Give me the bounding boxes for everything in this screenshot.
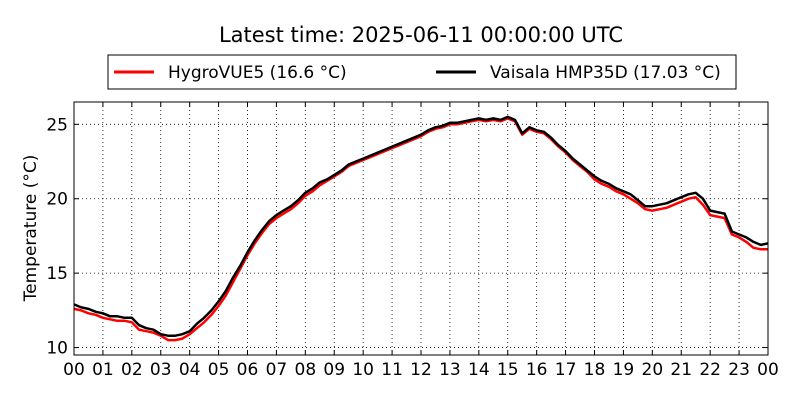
x-tick-label: 03 bbox=[150, 360, 172, 380]
x-tick-label: 00 bbox=[757, 360, 779, 380]
x-tick-label: 23 bbox=[728, 360, 750, 380]
x-tick-label: 09 bbox=[323, 360, 345, 380]
x-tick-label: 22 bbox=[699, 360, 721, 380]
x-tick-label: 10 bbox=[352, 360, 374, 380]
x-tick-label: 17 bbox=[555, 360, 577, 380]
ticks: 00 01 02 03 04 05 06 07 08 09 10 11 12 13 14 15 16 17 18 19… bbox=[46, 102, 779, 380]
x-tick-label: 12 bbox=[410, 360, 432, 380]
x-tick-label: 21 bbox=[670, 360, 692, 380]
x-tick-label: 16 bbox=[526, 360, 548, 380]
x-tick-label: 08 bbox=[295, 360, 317, 380]
y-tick-label: 20 bbox=[46, 190, 68, 210]
legend: HygroVUE5 (16.6 °C) Vaisala HMP35D (17.0… bbox=[107, 54, 737, 90]
series-line-hygrovue5 bbox=[73, 117, 768, 342]
x-tick-label: 01 bbox=[92, 360, 114, 380]
legend-label-hygrovue5: HygroVUE5 (16.6 °C) bbox=[168, 63, 347, 83]
x-tick-label: 15 bbox=[497, 360, 519, 380]
x-tick-label: 05 bbox=[208, 360, 230, 380]
x-tick-label: 11 bbox=[381, 360, 403, 380]
x-tick-label: 06 bbox=[237, 360, 259, 380]
x-tick-label: 18 bbox=[584, 360, 606, 380]
plot-frame bbox=[73, 101, 769, 356]
y-axis-label: Temperature (°C) bbox=[21, 155, 41, 303]
legend-label-vaisala: Vaisala HMP35D (17.03 °C) bbox=[490, 63, 721, 83]
x-tick-label: 19 bbox=[613, 360, 635, 380]
y-tick-label: 15 bbox=[46, 264, 68, 284]
x-tick-label: 04 bbox=[179, 360, 201, 380]
y-tick-label: 10 bbox=[46, 339, 68, 359]
series-layer bbox=[73, 115, 769, 342]
legend-box bbox=[107, 54, 737, 90]
x-tick-label: 00 bbox=[63, 360, 85, 380]
y-tick-label: 25 bbox=[46, 115, 68, 135]
x-tick-label: 13 bbox=[439, 360, 461, 380]
x-tick-label: 02 bbox=[121, 360, 143, 380]
x-tick-label: 14 bbox=[468, 360, 490, 380]
series-line-vaisala bbox=[73, 115, 769, 337]
x-tick-label: 07 bbox=[266, 360, 288, 380]
chart-title: Latest time: 2025-06-11 00:00:00 UTC bbox=[219, 23, 623, 47]
x-tick-label: 20 bbox=[642, 360, 664, 380]
grid bbox=[74, 102, 768, 355]
